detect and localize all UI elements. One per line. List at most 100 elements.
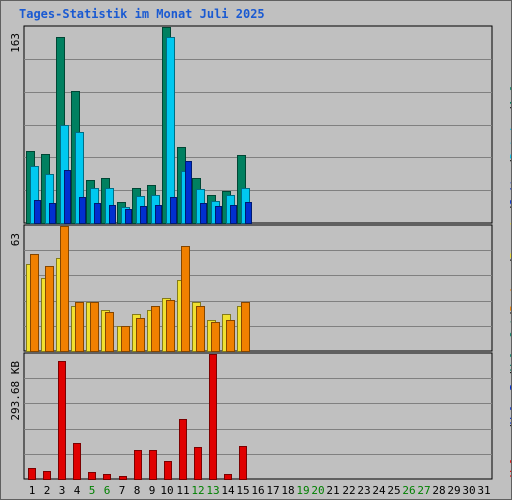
bar-rechner-day-3 [60, 226, 69, 352]
bar-seiten-day-9 [155, 205, 162, 224]
x-tick-label-day-15: 15 [236, 484, 249, 497]
bar-seiten-day-2 [49, 203, 56, 224]
bar-volumen-day-7 [119, 476, 127, 480]
bar-rechner-day-8 [136, 318, 145, 352]
bar-seiten-day-8 [140, 206, 147, 224]
bar-volumen-day-5 [88, 472, 96, 480]
x-tick-label-day-8: 8 [134, 484, 141, 497]
legend-separator: / [508, 311, 511, 318]
x-tick-label-day-19: 19 [296, 484, 309, 497]
bar-rechner-day-6 [105, 312, 114, 352]
bar-seiten-day-10 [170, 197, 177, 224]
bar-seiten-day-4 [79, 197, 86, 224]
bar-rechner-day-7 [121, 326, 130, 352]
x-tick-label-day-26: 26 [402, 484, 415, 497]
x-tick-label-day-1: 1 [29, 484, 36, 497]
legend-separator: / [508, 205, 511, 212]
x-tick-label-day-18: 18 [281, 484, 294, 497]
bar-rechner-day-15 [241, 302, 250, 352]
bar-volumen-day-3 [58, 361, 66, 480]
bar-rechner-day-4 [75, 302, 84, 352]
x-tick-label-day-27: 27 [417, 484, 430, 497]
x-tick-label-day-3: 3 [59, 484, 66, 497]
legend-item-volumen: Volumen [508, 430, 512, 477]
bar-volumen-day-8 [134, 450, 142, 480]
bar-seiten-day-14 [230, 205, 237, 224]
bar-volumen-day-2 [43, 471, 51, 480]
bar-rechner-day-5 [90, 302, 99, 352]
chart-title: Tages-Statistik im Monat Juli 2025 [19, 7, 265, 21]
bar-seiten-day-7 [125, 209, 132, 224]
x-tick-label-day-20: 20 [311, 484, 324, 497]
legend-item-besuche: Besuche [508, 212, 512, 259]
x-tick-label-day-30: 30 [462, 484, 475, 497]
bar-rechner-day-13 [211, 322, 220, 352]
legend-item-seiten: Seiten [508, 165, 512, 206]
bar-seiten-day-5 [94, 203, 101, 224]
bar-seiten-day-3 [64, 170, 71, 224]
x-tick-label-day-22: 22 [342, 484, 355, 497]
bar-volumen-day-14 [224, 474, 232, 480]
x-tick-label-day-4: 4 [74, 484, 81, 497]
bar-volumen-day-9 [149, 450, 157, 480]
x-tick-label-day-10: 10 [160, 484, 173, 497]
legend-separator: / [508, 371, 511, 378]
bar-volumen-day-4 [73, 443, 81, 480]
x-tick-label-day-31: 31 [477, 484, 490, 497]
x-tick-label-day-11: 11 [176, 484, 189, 497]
plot-area-bottom [23, 352, 493, 480]
bar-rechner-day-14 [226, 320, 235, 352]
legend-item-anfragen: Anfragen [508, 53, 512, 107]
bar-seiten-day-13 [215, 206, 222, 224]
bar-dateien-day-10 [166, 37, 175, 224]
bar-volumen-day-13 [209, 354, 217, 480]
legend-separator: / [508, 106, 511, 113]
y-max-label-bottom: 293.68 KB [9, 361, 22, 421]
bar-seiten-day-1 [34, 200, 41, 224]
x-tick-label-day-23: 23 [357, 484, 370, 497]
x-tick-label-day-7: 7 [119, 484, 126, 497]
y-max-label-top: 163 [9, 33, 22, 53]
x-tick-label-day-25: 25 [387, 484, 400, 497]
legend-separator: / [508, 159, 511, 166]
x-tick-label-day-21: 21 [326, 484, 339, 497]
bar-seiten-day-12 [200, 203, 207, 224]
x-tick-label-day-24: 24 [372, 484, 386, 497]
legend-item-vol-in: Vol. In [508, 377, 512, 425]
x-tick-label-day-9: 9 [149, 484, 156, 497]
x-tick-label-day-14: 14 [221, 484, 235, 497]
x-tick-label-day-12: 12 [191, 484, 204, 497]
bar-volumen-day-11 [179, 419, 187, 480]
bar-seiten-day-6 [109, 205, 116, 224]
bar-rechner-day-1 [30, 254, 39, 352]
bar-rechner-day-11 [181, 246, 190, 352]
x-tick-label-day-16: 16 [251, 484, 264, 497]
bar-volumen-day-10 [164, 461, 172, 480]
bar-volumen-day-1 [28, 468, 36, 480]
bar-volumen-day-15 [239, 446, 247, 480]
bar-seiten-day-15 [245, 202, 252, 224]
x-tick-label-day-29: 29 [447, 484, 460, 497]
x-tick-label-day-6: 6 [104, 484, 111, 497]
bar-volumen-day-6 [103, 474, 111, 480]
bar-rechner-day-9 [151, 306, 160, 352]
x-tick-label-day-13: 13 [206, 484, 219, 497]
bar-volumen-day-12 [194, 447, 202, 480]
legend-item-vol-out: Vol. Out [508, 318, 512, 372]
x-tick-label-day-28: 28 [432, 484, 445, 497]
x-tick-label-day-17: 17 [266, 484, 279, 497]
x-tick-label-day-2: 2 [44, 484, 51, 497]
y-max-label-middle: 63 [9, 233, 22, 246]
bar-rechner-day-10 [166, 300, 175, 352]
x-tick-label-day-5: 5 [89, 484, 96, 497]
bar-seiten-day-11 [185, 161, 192, 224]
legend-item-rechner: Rechner [508, 265, 512, 312]
bar-rechner-day-2 [45, 266, 54, 352]
bar-rechner-day-12 [196, 306, 205, 352]
legend-item-dateien: Dateien [508, 112, 512, 160]
legend-separator: / [508, 258, 511, 265]
legend-separator: / [508, 424, 511, 431]
right-legend: Volumen/Vol. In/Vol. Out/Rechner/Besuche… [497, 31, 511, 479]
